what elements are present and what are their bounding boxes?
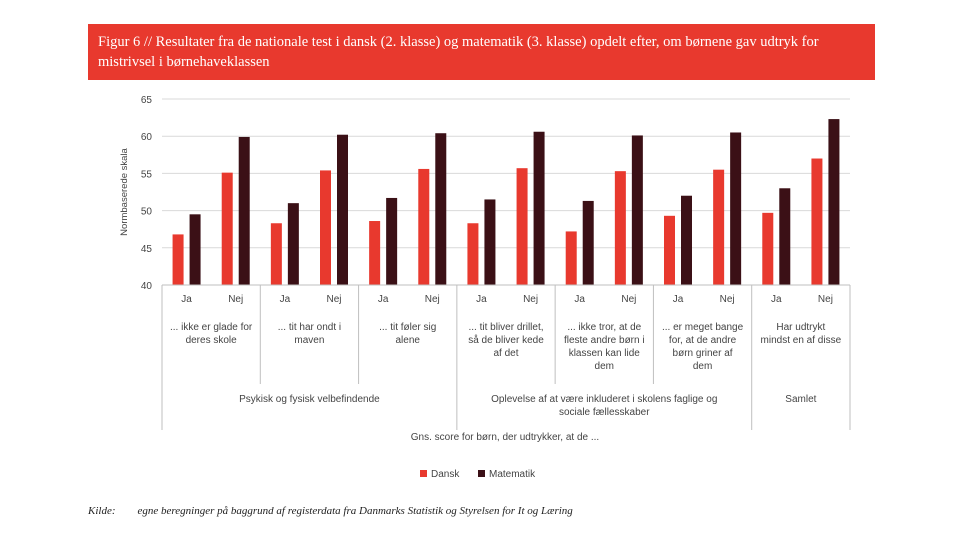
category-label-12: Ja	[771, 294, 782, 305]
subgroup-label-4-3: dem	[595, 361, 614, 372]
subgroup-label-5-1: for, at de andre	[669, 335, 737, 346]
bar-matematik-6	[484, 199, 496, 285]
y-tick-label-1: 45	[141, 244, 153, 255]
bar-matematik-10	[681, 195, 692, 285]
bar-matematik-13	[828, 119, 840, 285]
bar-matematik-8	[582, 200, 594, 285]
category-label-10: Ja	[673, 294, 684, 305]
subgroup-label-3-0: ... tit bliver drillet,	[468, 322, 543, 333]
bar-matematik-0	[189, 214, 201, 285]
legend-swatch-matematik	[478, 470, 485, 477]
subgroup-label-5-0: ... er meget bange	[662, 322, 744, 333]
source-note: Kilde: egne beregninger på baggrund af re…	[88, 505, 573, 517]
category-label-5: Nej	[425, 294, 440, 305]
category-label-6: Ja	[476, 294, 487, 305]
category-label-11: Nej	[720, 294, 735, 305]
bar-dansk-4	[369, 221, 381, 285]
y-tick-label-4: 60	[141, 132, 153, 143]
legend-swatch-dansk	[420, 470, 427, 477]
subgroup-label-3-2: af det	[493, 348, 518, 359]
group-label-2-0: Samlet	[785, 394, 816, 405]
bar-dansk-7	[516, 168, 528, 285]
bar-dansk-13	[811, 158, 823, 285]
bar-matematik-12	[779, 188, 791, 285]
subgroup-label-5-3: dem	[693, 361, 712, 372]
subgroup-label-5-2: børn griner af	[673, 348, 733, 359]
y-tick-label-2: 50	[141, 207, 153, 218]
legend-label-dansk: Dansk	[431, 469, 460, 480]
bar-dansk-0	[172, 234, 184, 285]
category-label-8: Ja	[574, 294, 585, 305]
subgroup-label-4-2: klassen kan lide	[569, 348, 641, 359]
chart-title: Figur 6 // Resultater fra de nationale t…	[98, 34, 819, 70]
group-label-1-1: sociale fællesskaber	[559, 407, 650, 418]
category-label-0: Ja	[181, 294, 192, 305]
subgroup-label-1-0: ... tit har ondt i	[278, 322, 341, 333]
subgroup-label-4-0: ... ikke tror, at de	[567, 322, 641, 333]
title-banner: Figur 6 // Resultater fra de nationale t…	[88, 24, 875, 80]
category-label-3: Nej	[326, 294, 341, 305]
subgroup-label-2-0: ... tit føler sig	[379, 322, 436, 333]
bar-dansk-2	[270, 223, 282, 285]
subgroup-label-0-1: deres skole	[186, 335, 238, 346]
bar-matematik-5	[435, 133, 447, 285]
subgroup-label-6-0: Har udtrykt	[776, 322, 825, 333]
bar-matematik-2	[287, 203, 299, 285]
group-label-0-0: Psykisk og fysisk velbefindende	[239, 394, 380, 405]
bar-matematik-1	[238, 136, 250, 285]
y-tick-label-5: 65	[141, 95, 153, 106]
source-text: egne beregninger på baggrund af register…	[137, 505, 573, 517]
bar-dansk-9	[614, 171, 626, 285]
bar-matematik-3	[337, 134, 348, 285]
category-label-13: Nej	[818, 294, 833, 305]
legend-label-matematik: Matematik	[489, 469, 536, 480]
group-label-1-0: Oplevelse af at være inkluderet i skolen…	[491, 394, 717, 405]
bar-dansk-6	[467, 223, 479, 285]
category-label-1: Nej	[228, 294, 243, 305]
y-tick-label-0: 40	[141, 281, 153, 292]
bar-matematik-4	[386, 197, 398, 285]
bar-matematik-11	[730, 132, 742, 285]
bar-dansk-3	[320, 170, 331, 285]
bar-dansk-5	[418, 168, 430, 285]
source-label: Kilde:	[88, 505, 116, 517]
category-label-2: Ja	[280, 294, 291, 305]
subgroup-label-4-1: fleste andre børn i	[564, 335, 645, 346]
category-label-7: Nej	[523, 294, 538, 305]
bar-chart: 40 45 50 55 60 65 Normbaserede skala Ja Nej Ja Nej…	[119, 95, 851, 480]
bar-dansk-12	[762, 212, 774, 285]
subgroup-label-6-1: mindst en af disse	[761, 335, 842, 346]
y-axis-label: Normbaserede skala	[119, 147, 130, 235]
bar-matematik-9	[631, 135, 643, 285]
subgroup-label-3-1: så de bliver kede	[468, 334, 544, 346]
category-label-9: Nej	[621, 294, 636, 305]
subgroup-label-0-0: ... ikke er glade for	[170, 322, 253, 333]
bar-dansk-11	[713, 169, 725, 285]
x-axis-label: Gns. score for børn, der udtrykker, at d…	[411, 432, 599, 443]
bar-dansk-1	[221, 172, 233, 285]
bar-dansk-10	[664, 215, 675, 285]
subgroup-label-2-1: alene	[395, 335, 420, 346]
bar-matematik-7	[533, 131, 545, 285]
category-label-4: Ja	[378, 294, 389, 305]
y-tick-label-3: 55	[141, 169, 153, 180]
subgroup-label-1-1: maven	[294, 335, 324, 346]
bar-dansk-8	[565, 231, 577, 285]
